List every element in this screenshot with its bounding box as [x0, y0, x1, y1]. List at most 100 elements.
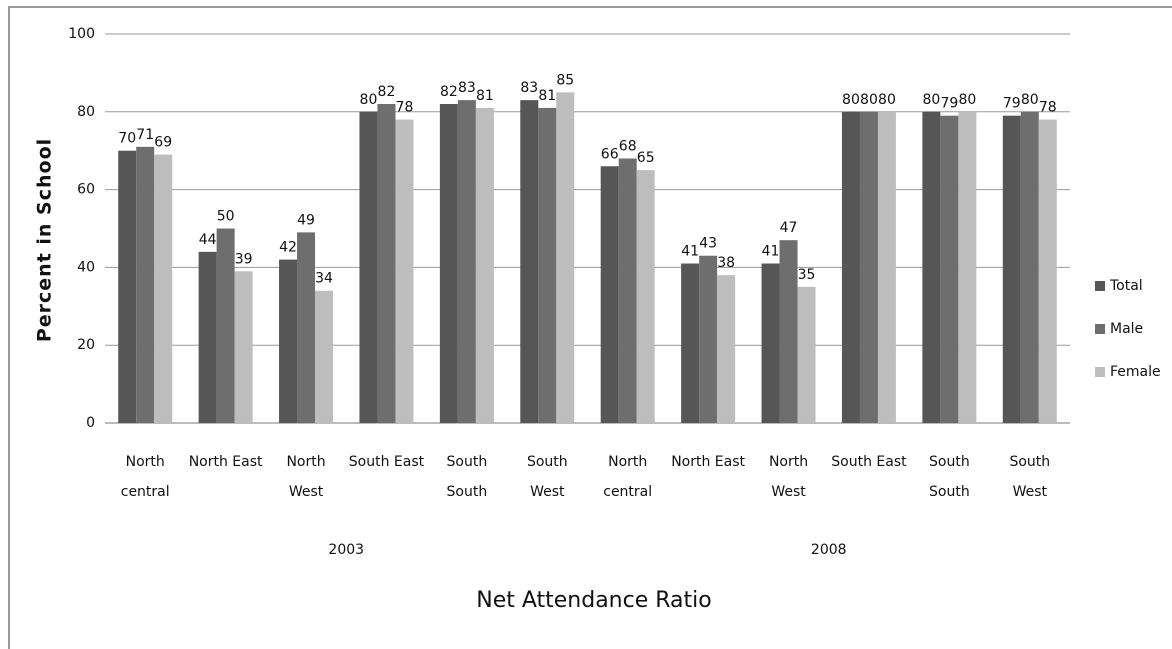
legend-label: Male — [1110, 321, 1143, 337]
data-label: 44 — [199, 232, 217, 248]
data-label: 70 — [118, 131, 136, 147]
data-label: 65 — [637, 150, 655, 166]
data-label: 68 — [619, 138, 637, 154]
x-tick-label: North central — [603, 454, 653, 500]
group-label: 2003 — [328, 542, 364, 558]
y-tick-label: 100 — [68, 26, 95, 42]
bar — [457, 100, 476, 423]
x-tick-label: South South — [446, 454, 488, 500]
legend-label: Female — [1110, 364, 1161, 380]
data-label: 82 — [378, 84, 396, 100]
data-label: 41 — [762, 244, 780, 260]
data-label: 82 — [440, 84, 458, 100]
bar — [315, 290, 334, 423]
bar — [359, 111, 378, 424]
bar — [618, 158, 637, 424]
data-label: 39 — [235, 251, 253, 267]
x-tick-label: North West — [286, 454, 326, 500]
y-tick-label: 20 — [77, 337, 95, 353]
y-axis-title: Percent in School — [34, 138, 56, 342]
bar — [1038, 119, 1057, 423]
bar — [636, 170, 655, 423]
x-tick-label: North West — [768, 454, 809, 500]
legend-swatch — [1095, 367, 1105, 377]
bar — [1002, 115, 1021, 423]
legend-label: Total — [1109, 278, 1143, 294]
bar — [797, 286, 816, 423]
frame — [8, 6, 1172, 649]
data-label: 83 — [458, 80, 476, 96]
data-label: 83 — [520, 80, 538, 96]
bar — [958, 111, 977, 424]
x-axis-title: Net Attendance Ratio — [476, 588, 712, 613]
bar — [761, 263, 780, 423]
data-label: 42 — [279, 240, 297, 256]
data-label: 80 — [842, 92, 860, 108]
data-label: 49 — [297, 212, 315, 228]
x-tick-label: South West — [1009, 454, 1051, 500]
y-tick-label: 60 — [77, 182, 95, 198]
x-tick-label: South West — [526, 454, 568, 500]
bar — [681, 263, 700, 423]
data-label: 38 — [717, 255, 735, 271]
data-label: 80 — [860, 92, 878, 108]
data-label: 66 — [601, 146, 619, 162]
x-tick-label: South South — [929, 454, 970, 500]
bar — [877, 111, 896, 424]
bar — [136, 146, 155, 423]
data-label: 34 — [315, 271, 333, 287]
bar — [556, 92, 575, 423]
bar — [600, 166, 619, 423]
bar — [475, 107, 494, 423]
bar — [841, 111, 860, 424]
bar — [538, 107, 557, 423]
x-tick-label: North East — [671, 454, 746, 470]
y-tick-label: 0 — [86, 415, 95, 431]
data-label: 78 — [1039, 100, 1057, 116]
data-label: 47 — [780, 220, 798, 236]
data-label: 81 — [538, 88, 556, 104]
x-tick-label: North East — [188, 454, 263, 470]
bar — [699, 255, 718, 423]
x-tick-label: South East — [831, 454, 907, 470]
bar — [717, 275, 736, 423]
x-tick-label: North central — [120, 454, 170, 500]
bar — [439, 104, 458, 424]
data-label: 35 — [798, 267, 816, 283]
data-label: 81 — [476, 88, 494, 104]
data-label: 43 — [699, 236, 717, 252]
group-label: 2008 — [811, 542, 847, 558]
legend-swatch — [1095, 281, 1105, 291]
data-label: 69 — [154, 135, 172, 151]
bar — [118, 150, 137, 423]
bar — [520, 100, 539, 423]
x-tick-label: South East — [348, 454, 425, 470]
data-label: 50 — [217, 209, 235, 225]
y-tick-label: 80 — [77, 104, 95, 120]
bar — [297, 232, 316, 423]
data-label: 80 — [958, 92, 976, 108]
bar — [154, 154, 173, 423]
bar — [922, 111, 941, 424]
bar — [1020, 111, 1039, 424]
bar — [940, 115, 959, 423]
data-label: 71 — [136, 127, 154, 143]
bar — [395, 119, 414, 423]
bar — [234, 271, 253, 423]
data-label: 79 — [940, 96, 958, 112]
data-label: 80 — [360, 92, 378, 108]
bar — [279, 259, 298, 423]
data-label: 78 — [396, 100, 414, 116]
bar — [779, 240, 798, 423]
bar — [859, 111, 878, 424]
legend-swatch — [1095, 324, 1105, 334]
data-label: 85 — [556, 72, 574, 88]
y-tick-label: 40 — [77, 259, 95, 275]
data-label: 79 — [1003, 96, 1021, 112]
data-label: 41 — [681, 244, 699, 260]
bar — [377, 104, 396, 424]
bar — [216, 228, 235, 423]
bar — [198, 251, 217, 423]
